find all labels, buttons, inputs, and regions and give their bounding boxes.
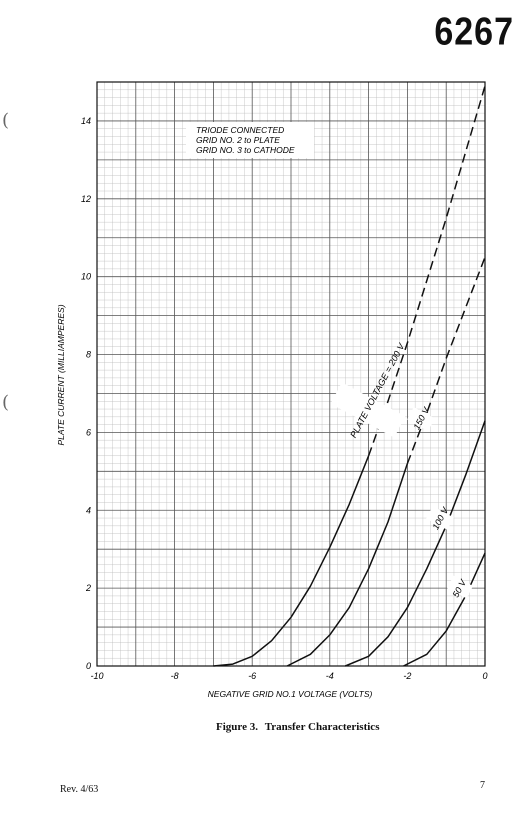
series-line-solid-2 bbox=[345, 420, 486, 667]
x-tick-label: -4 bbox=[326, 671, 334, 681]
series-line-solid-1 bbox=[286, 463, 409, 667]
series-line-solid-0 bbox=[213, 455, 370, 667]
tube-number: 6267 bbox=[434, 10, 514, 54]
figure-title: Transfer Characteristics bbox=[264, 721, 380, 733]
series-line-dashed-1 bbox=[406, 256, 486, 464]
annotation-background bbox=[186, 122, 314, 158]
y-tick-label: 6 bbox=[86, 427, 91, 437]
series-line-solid-3 bbox=[403, 552, 486, 667]
label-background-100v bbox=[426, 506, 454, 530]
y-axis-label: PLATE CURRENT (MILLIAMPERES) bbox=[56, 304, 66, 445]
label-background-200v bbox=[330, 382, 406, 438]
y-tick-label: 10 bbox=[81, 272, 91, 282]
annotation-line-2: GRID NO. 2 to PLATE bbox=[196, 135, 280, 145]
y-tick-label: 8 bbox=[86, 350, 91, 360]
y-tick-label: 12 bbox=[81, 194, 91, 204]
curves bbox=[213, 85, 486, 667]
y-tick-label: 4 bbox=[86, 505, 91, 515]
plot-frame bbox=[96, 81, 486, 667]
page-number: 7 bbox=[480, 780, 485, 791]
y-tick-label: 0 bbox=[86, 661, 91, 671]
annotation-line-3: GRID NO. 3 to CATHODE bbox=[196, 145, 295, 155]
y-tick-labels: 0 2 4 6 8 10 12 14 bbox=[81, 116, 91, 671]
figure-label: Figure 3. bbox=[216, 721, 258, 733]
margin-bracket-mark: ( bbox=[2, 392, 10, 413]
x-tick-label: -6 bbox=[248, 671, 256, 681]
revision-note: Rev. 4/63 bbox=[60, 784, 99, 795]
x-tick-label: -8 bbox=[171, 671, 179, 681]
series-line-dashed-0 bbox=[367, 85, 486, 457]
x-tick-label: -2 bbox=[403, 671, 411, 681]
figure-caption: Figure 3. Transfer Characteristics bbox=[216, 721, 379, 733]
y-tick-label: 2 bbox=[85, 583, 91, 593]
x-tick-labels: -10 -8 -6 -4 -2 0 bbox=[90, 671, 487, 681]
margin-bracket-mark: ( bbox=[2, 110, 10, 131]
annotation-line-1: TRIODE CONNECTED bbox=[196, 125, 284, 135]
label-background-50v bbox=[447, 575, 473, 599]
grid-major bbox=[96, 81, 486, 667]
x-tick-label: -10 bbox=[90, 671, 103, 681]
y-tick-label: 14 bbox=[81, 116, 91, 126]
x-axis-label: NEGATIVE GRID NO.1 VOLTAGE (VOLTS) bbox=[208, 689, 373, 699]
label-background-150v bbox=[407, 407, 435, 431]
x-tick-label: 0 bbox=[482, 671, 487, 681]
